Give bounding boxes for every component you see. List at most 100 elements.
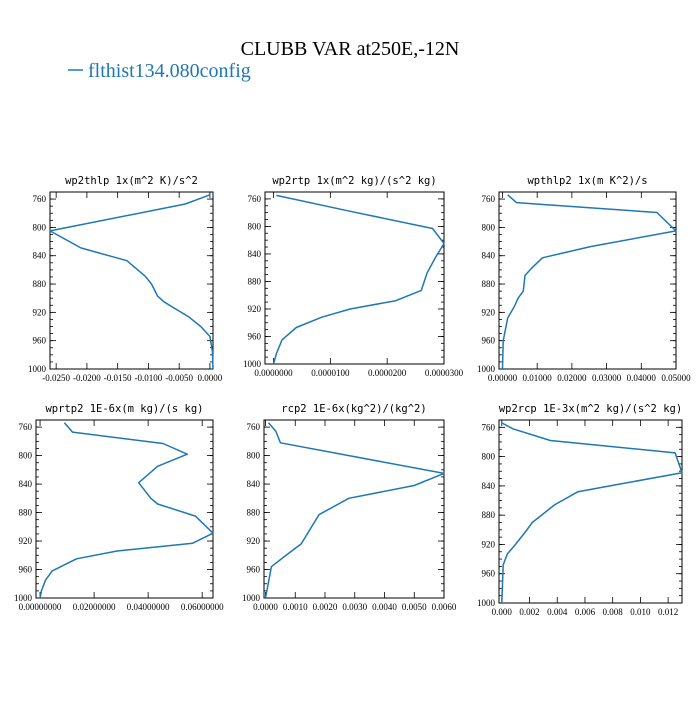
y-tick-label: 800 <box>482 222 496 232</box>
y-tick-label: 920 <box>247 536 261 546</box>
x-tick-label: 0.0040 <box>372 602 397 612</box>
y-tick-label: 760 <box>248 194 262 204</box>
figure-title: CLUBB VAR at250E,-12N <box>241 38 460 60</box>
x-tick-label: -0.0200 <box>73 373 101 383</box>
panel-1: wp2thlp 1x(m^2 K)/s^2 760 800 840 880 920 960 1… <box>28 175 223 383</box>
y-tick-label: 800 <box>19 451 33 461</box>
x-tick-label: 0.0000000 <box>254 368 293 378</box>
x-tick-label: 0.000 <box>492 607 513 617</box>
panel-title: wpthlp2 1x(m K^2)/s <box>527 175 647 187</box>
series-line <box>501 422 683 604</box>
panel-title: wprtp2 1E-6x(m kg)/(s kg) <box>45 403 203 415</box>
y-tick-label: 960 <box>482 336 496 346</box>
y-tick-label: 760 <box>482 194 496 204</box>
y-tick-label: 1000 <box>14 593 33 603</box>
x-tick-label: 0.0000100 <box>311 368 350 378</box>
y-tick-label: 880 <box>482 510 496 520</box>
y-tick-label: 920 <box>482 539 496 549</box>
x-tick-label: 0.0000 <box>253 602 278 612</box>
y-tick-label: 1000 <box>243 359 262 369</box>
panel-frame <box>498 191 677 370</box>
panel-frame <box>264 191 445 365</box>
x-tick-label: 0.03000 <box>592 373 622 383</box>
x-tick-label: 0.02000000 <box>73 602 116 612</box>
x-tick-label: 0.010 <box>630 607 651 617</box>
y-tick-label: 880 <box>33 279 47 289</box>
y-tick-label: 960 <box>482 569 496 579</box>
x-tick-label: -0.0050 <box>165 373 193 383</box>
x-tick-label: 0.0020 <box>313 602 338 612</box>
panel-title: wp2rcp 1E-3x(m^2 kg)/(s^2 kg) <box>499 403 682 415</box>
y-tick-label: 880 <box>248 276 262 286</box>
panel-5: rcp2 1E-6x(kg^2)/(kg^2) 760 800 840 880 920 96… <box>242 403 457 612</box>
series-line <box>39 422 214 599</box>
panels: wp2thlp 1x(m^2 K)/s^2 760 800 840 880 920 960 1… <box>14 175 691 617</box>
x-tick-label: 0.008 <box>603 607 624 617</box>
x-tick-label: 0.05000 <box>661 373 691 383</box>
x-tick-label: 0.01000 <box>523 373 553 383</box>
y-tick-label: 840 <box>33 251 47 261</box>
y-tick-label: 760 <box>19 422 33 432</box>
series-line <box>501 194 677 370</box>
series-line <box>272 194 445 365</box>
x-tick-label: 0.02000 <box>557 373 587 383</box>
y-tick-label: 960 <box>19 565 33 575</box>
y-tick-label: 760 <box>33 194 47 204</box>
x-tick-label: 0.0030 <box>342 602 367 612</box>
y-tick-label: 800 <box>247 451 261 461</box>
x-tick-label: 0.0050 <box>402 602 427 612</box>
x-tick-label: 0.002 <box>519 607 539 617</box>
x-tick-label: 0.012 <box>658 607 678 617</box>
y-tick-label: 800 <box>482 452 496 462</box>
y-tick-label: 1000 <box>28 364 47 374</box>
x-tick-label: -0.0150 <box>104 373 132 383</box>
y-tick-label: 880 <box>19 508 33 518</box>
y-tick-label: 920 <box>19 536 33 546</box>
y-tick-label: 760 <box>247 422 261 432</box>
y-tick-label: 960 <box>248 331 262 341</box>
legend: flthist134.080config <box>68 60 251 82</box>
y-tick-label: 840 <box>482 251 496 261</box>
legend-label: flthist134.080config <box>88 60 251 82</box>
x-tick-label: -0.0250 <box>42 373 70 383</box>
x-tick-label: 0.0000300 <box>425 368 464 378</box>
panel-title: rcp2 1E-6x(kg^2)/(kg^2) <box>281 403 426 415</box>
panel-frame <box>49 191 214 370</box>
panel-title: wp2rtp 1x(m^2 kg)/(s^2 kg) <box>272 175 436 187</box>
y-tick-label: 880 <box>482 279 496 289</box>
series-line <box>264 422 445 599</box>
y-tick-label: 880 <box>247 508 261 518</box>
x-tick-label: 0.00000 <box>488 373 518 383</box>
x-tick-label: 0.0000200 <box>368 368 407 378</box>
y-tick-label: 920 <box>248 304 262 314</box>
x-tick-label: 0.006 <box>575 607 596 617</box>
x-tick-label: 0.04000000 <box>127 602 170 612</box>
panel-frame <box>35 419 214 599</box>
y-tick-label: 920 <box>482 307 496 317</box>
panel-6: wp2rcp 1E-3x(m^2 kg)/(s^2 kg)760 800 840 88… <box>477 403 683 617</box>
y-tick-label: 1000 <box>477 598 496 608</box>
y-tick-label: 760 <box>482 422 496 432</box>
y-tick-label: 840 <box>248 249 262 259</box>
y-tick-label: 1000 <box>477 364 496 374</box>
y-tick-label: 800 <box>33 222 47 232</box>
panel-frame <box>498 419 683 604</box>
x-tick-label: 0.0000 <box>198 373 223 383</box>
x-tick-label: 0.04000 <box>627 373 657 383</box>
x-tick-label: 0.0010 <box>283 602 308 612</box>
y-tick-label: 920 <box>33 307 47 317</box>
x-tick-label: 0.004 <box>547 607 568 617</box>
y-tick-label: 840 <box>247 479 261 489</box>
panel-frame <box>263 419 445 599</box>
series-line <box>49 194 214 370</box>
panel-4: wprtp2 1E-6x(m kg)/(s kg) 760 800 840 880 920… <box>14 403 224 612</box>
panel-3: wpthlp2 1x(m K^2)/s 760 800 840 880 920 960 100… <box>477 175 691 383</box>
y-tick-label: 960 <box>33 336 47 346</box>
y-tick-label: 840 <box>19 479 33 489</box>
x-tick-label: 0.0060 <box>432 602 457 612</box>
panel-2: wp2rtp 1x(m^2 kg)/(s^2 kg) 760 800 840 880 92… <box>243 175 464 378</box>
x-tick-label: 0.00000000 <box>19 602 62 612</box>
y-tick-label: 960 <box>247 565 261 575</box>
